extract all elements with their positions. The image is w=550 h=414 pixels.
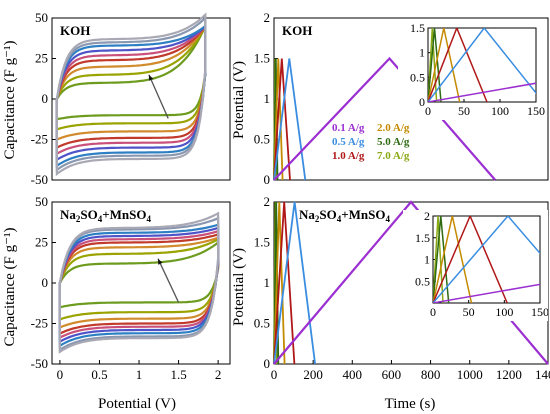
gcd3-ytick-label: 1: [264, 275, 271, 290]
panel-gcd-na2so4-mnso4: 00.511.520200400600800100012001400Na2SO4…: [254, 194, 550, 382]
x-axis-label-gcd: Time (s): [385, 396, 436, 412]
gcd3-xtick-label: 200: [303, 367, 323, 382]
gcd3-xtick-label: 400: [343, 367, 363, 382]
inset-xtick-label: 50: [458, 104, 470, 118]
x-axis-label-cv: Potential (V): [98, 396, 176, 412]
gcd3-ytick-label: 2: [264, 194, 271, 209]
inset-ytick-label: 1: [419, 46, 425, 60]
inset-ytick-label: 2: [424, 209, 430, 223]
gcd-curve: [273, 58, 284, 181]
gcd2-ytick-label: 0.5: [254, 132, 270, 147]
gcd3-ytick-label: 0: [264, 356, 271, 371]
inset-xtick-label: 150: [531, 305, 549, 319]
cv1-ytick-label: 25: [35, 235, 48, 250]
cv-curve: [58, 240, 220, 309]
gcd3-xtick-label: 1400: [535, 367, 550, 382]
cv1-xtick-label: 1.5: [170, 367, 186, 382]
panel-cv-koh: 50 25 0 -25 -50 KOH: [31, 10, 231, 187]
panel-title: KOH: [60, 23, 90, 38]
cv1-xtick-label: 1: [136, 367, 143, 382]
cv1-xtick-label: 0.5: [91, 367, 107, 382]
gcd-curve: [273, 58, 291, 181]
gcd-curve: [273, 58, 307, 181]
cv-curve: [55, 12, 207, 177]
cv1-xtick-label: 0: [57, 367, 64, 382]
gcd3-xtick-label: 1200: [496, 367, 522, 382]
gcd2-ytick-label: 1: [264, 91, 271, 106]
inset-xtick-label: 0: [425, 104, 431, 118]
gcd3-xtick-label: 600: [382, 367, 402, 382]
gcd-curve: [273, 201, 286, 365]
inset-ytick-label: 1.5: [415, 231, 430, 245]
gcd-curve: [273, 201, 296, 365]
cv0-ytick-label: -50: [31, 172, 48, 187]
inset-xtick-label: 0: [430, 305, 436, 319]
gcd3-xtick-label: 0: [271, 367, 278, 382]
gcd3-ytick-label: 1.5: [254, 235, 270, 250]
inset-plot: [433, 216, 540, 303]
inset-ytick-label: 0: [419, 95, 425, 109]
gcd2-ytick-label: 0: [264, 172, 271, 187]
inset-curve: [433, 216, 473, 303]
scan-rate-arrow: [148, 74, 169, 119]
panel-title: Na2SO4+MnSO4: [60, 207, 151, 224]
inset-ytick-label: 1: [424, 253, 430, 267]
gcd3-xtick-label: 800: [421, 367, 441, 382]
inset-xtick-label: 150: [527, 104, 545, 118]
cv1-frame: [51, 201, 231, 365]
inset-ytick-label: 0.5: [415, 274, 430, 288]
legend-entry: 0.1 A/g: [332, 122, 365, 134]
y-axis-label-cv-top: Capacitance (F g⁻¹): [2, 40, 18, 159]
legend-entry: 0.5 A/g: [332, 136, 365, 148]
scan-rate-arrowhead: [148, 74, 154, 81]
cv1-ytick-label: 0: [42, 275, 49, 290]
inset-ytick-label: 1.5: [410, 21, 425, 35]
inset-curve: [428, 28, 442, 102]
panel-cv-na2so4-mnso4: 50 25 0 -25 -50 0 0.5 1 1.5 2 Na2SO4+MnSO4: [31, 194, 231, 382]
cv0-ytick-label: 25: [35, 51, 48, 66]
inset-curve: [433, 216, 508, 303]
inset-xtick-label: 100: [491, 104, 509, 118]
inset-curve: [428, 28, 488, 102]
panel-title: Na2SO4+MnSO4: [299, 207, 390, 224]
y-axis-label-cv-bottom: Capacitance (F g⁻¹): [2, 227, 18, 346]
cv1-ytick-label: -50: [31, 356, 48, 371]
panel-title: KOH: [282, 23, 312, 38]
y-axis-label-gcd-top: Potential (V): [231, 61, 247, 139]
cv1-ytick-label: 50: [35, 194, 48, 209]
scan-rate-arrow: [157, 258, 180, 303]
inset-ytick-label: 0.5: [410, 70, 425, 84]
inset-plot: [428, 28, 536, 102]
panel-gcd-koh: 0 0.5 1 1.5 2 KOH 0.1 A/g 0.5 A/g 1.0 A/g 2.0 A/g…: [254, 10, 549, 187]
legend-entry: 7.0 A/g: [377, 150, 410, 162]
inset-xtick-label: 100: [495, 305, 513, 319]
cv1-ytick-label: -25: [31, 316, 48, 331]
cv1-xtick-label: 2: [215, 367, 222, 382]
inset-xtick-label: 50: [463, 305, 475, 319]
inset-curve: [433, 216, 540, 303]
inset-curve: [428, 28, 461, 102]
gcd-curve: [273, 201, 316, 365]
inset-curve: [433, 216, 444, 303]
inset-curve: [428, 28, 536, 102]
cv-curve: [58, 211, 220, 354]
cv0-ytick-label: -25: [31, 132, 48, 147]
gcd-curve: [273, 56, 497, 181]
cv0-ytick-label: 0: [42, 91, 49, 106]
gcd3-xtick-label: 1000: [457, 367, 483, 382]
gcd2-ytick-label: 2: [264, 10, 271, 25]
legend-entry: 2.0 A/g: [377, 122, 410, 134]
cv0-ytick-label: 50: [35, 10, 48, 25]
scan-rate-arrowhead: [158, 258, 163, 265]
legend-entry: 5.0 A/g: [377, 136, 410, 148]
gcd2-ytick-label: 1.5: [254, 51, 270, 66]
gcd3-ytick-label: 0.5: [254, 316, 270, 331]
y-axis-label-gcd-bottom: Potential (V): [231, 248, 247, 326]
legend-entry: 1.0 A/g: [332, 150, 365, 162]
